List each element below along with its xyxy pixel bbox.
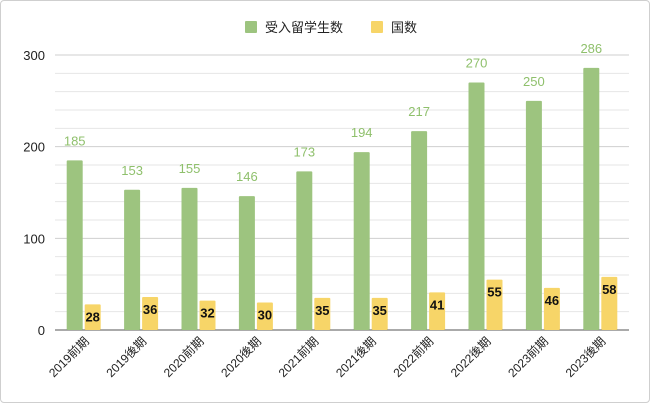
x-tick-label: 2023前期 [505,334,551,380]
x-axis: 2019前期 2019後期 2020前期 2020後期 2021前期 2021後期 2022… [45,334,608,380]
x-tick-label: 2020後期 [218,334,264,380]
legend-swatch [245,21,257,33]
data-label-students: 155 [179,161,201,176]
y-axis: 0 100 200 300 [23,48,45,338]
bar-countries [543,287,560,330]
bar-countries [84,304,101,330]
bar-students [468,82,485,330]
legend-swatch [371,21,383,33]
data-label-students: 250 [523,74,545,89]
y-tick-label: 100 [23,231,45,246]
bar-students [353,152,370,330]
data-label-students: 146 [236,169,258,184]
legend: 受入留学生数 国数 [245,20,417,35]
y-tick-label: 200 [23,140,45,155]
bar-countries [429,292,446,330]
bar-countries [601,276,618,330]
x-tick-label: 2019後期 [103,334,149,380]
data-label-students: 217 [408,104,430,119]
data-label-countries: 46 [545,293,559,308]
bar-countries [142,297,159,330]
data-label-students: 173 [293,144,315,159]
x-tick-label: 2022前期 [390,334,436,380]
data-label-students: 185 [64,133,86,148]
legend-label: 国数 [391,20,417,35]
bar-countries [314,297,331,330]
x-tick-label: 2021前期 [275,334,321,380]
bar-students [124,189,141,330]
data-label-students: 153 [121,163,143,178]
bar-countries [256,302,273,330]
data-label-countries: 28 [85,309,99,324]
y-tick-label: 0 [38,323,45,338]
x-tick-label: 2020前期 [160,334,206,380]
data-label-countries: 35 [372,303,386,318]
x-tick-label: 2019前期 [45,334,91,380]
x-tick-label: 2022後期 [448,334,494,380]
x-tick-label: 2021後期 [333,334,379,380]
bar-students [525,100,542,330]
bar-students [296,171,313,330]
bar-countries [371,297,388,330]
bars [66,67,618,330]
bar-countries [199,300,216,330]
data-label-countries: 55 [487,285,501,300]
x-tick-label: 2023後期 [563,334,609,380]
data-label-countries: 58 [602,282,616,297]
data-label-countries: 30 [258,308,272,323]
data-labels: 185 28 153 36 155 32 146 30 173 35 194 35 217 41 270 55… [64,41,617,325]
bar-students [583,67,600,330]
legend-label: 受入留学生数 [265,20,343,35]
y-tick-label: 300 [23,48,45,63]
data-label-countries: 35 [315,303,329,318]
data-label-students: 194 [351,125,373,140]
data-label-students: 286 [580,41,602,56]
data-label-countries: 41 [430,297,444,312]
bar-students [238,196,255,330]
gridlines [55,54,629,331]
data-label-countries: 36 [143,302,157,317]
bar-students [66,160,83,330]
bar-students [411,131,428,330]
data-label-countries: 32 [200,306,214,321]
bar-countries [486,279,503,330]
bar-students [181,187,198,330]
data-label-students: 270 [466,56,488,71]
